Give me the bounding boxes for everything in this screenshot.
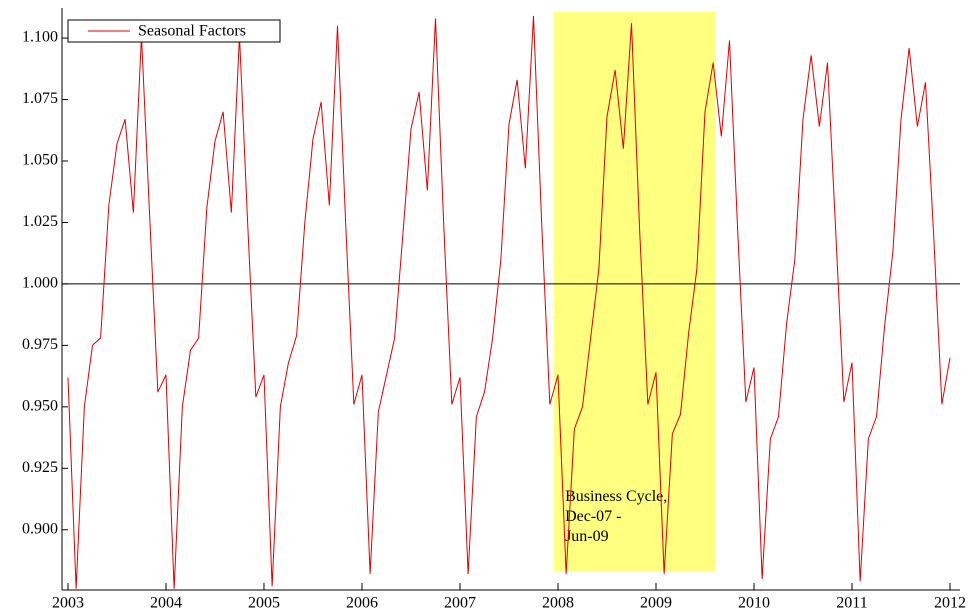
shade-label: Dec-07 - [565, 508, 621, 525]
x-tick-label: 2003 [52, 595, 84, 612]
shade-label: Business Cycle, [565, 488, 667, 505]
x-tick-label: 2011 [836, 595, 867, 612]
x-tick-label: 2007 [444, 595, 476, 612]
y-tick-label: 1.050 [22, 152, 58, 169]
x-tick-label: 2005 [248, 595, 280, 612]
x-tick-label: 2009 [640, 595, 672, 612]
y-tick-label: 1.075 [22, 90, 58, 107]
y-tick-label: 0.900 [22, 520, 58, 537]
y-tick-label: 1.000 [22, 275, 58, 292]
x-tick-label: 2004 [150, 595, 182, 612]
legend-box [67, 19, 281, 43]
x-tick-label: 2008 [542, 595, 574, 612]
x-tick-label: 2012 [934, 595, 966, 612]
x-tick-label: 2010 [738, 595, 770, 612]
y-tick-label: 1.100 [22, 29, 58, 46]
y-tick-label: 1.025 [22, 213, 58, 230]
y-tick-label: 0.950 [22, 398, 58, 415]
y-tick-label: 0.925 [22, 459, 58, 476]
series-line [67, 15, 951, 589]
y-tick-label: 0.975 [22, 336, 58, 353]
x-tick-label: 2006 [346, 595, 378, 612]
legend-label: Seasonal Factors [138, 23, 246, 40]
shade-label: Jun-09 [565, 528, 609, 545]
